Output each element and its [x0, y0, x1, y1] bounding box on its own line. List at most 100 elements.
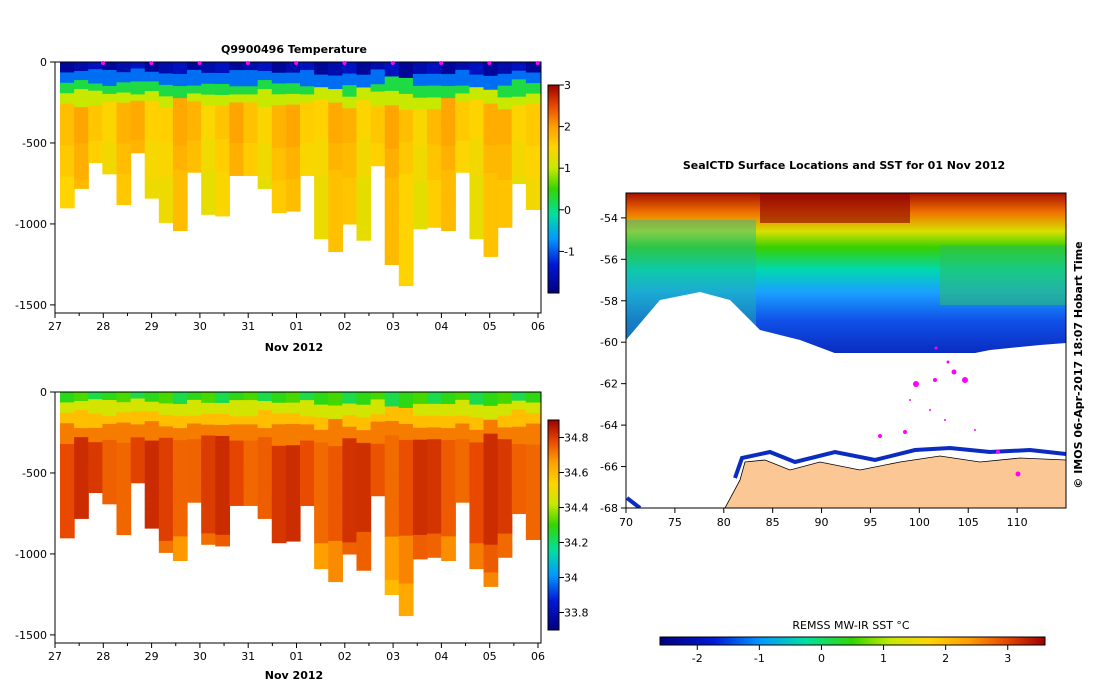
profile-column: [483, 62, 499, 257]
profile-cell: [370, 473, 386, 482]
profile-cell: [525, 434, 541, 446]
profile-cell: [356, 417, 372, 431]
profile-column: [384, 62, 400, 266]
profile-cell: [187, 124, 202, 134]
profile-cell: [201, 192, 216, 204]
surface-marker: [101, 61, 105, 65]
profile-cell: [427, 62, 442, 75]
profile-cell: [384, 62, 400, 78]
profile-cell: [187, 447, 202, 456]
profile-cell: [398, 471, 414, 489]
profile-column: [116, 62, 132, 206]
profile-cell: [271, 158, 287, 171]
profile-cell: [215, 501, 231, 514]
profile-cell: [229, 392, 245, 401]
profile-cell: [74, 161, 89, 171]
profile-cell: [412, 511, 428, 524]
profile-cell: [314, 200, 329, 214]
profile-cell: [271, 521, 287, 533]
colorbar-tick-label: 1: [880, 652, 887, 665]
profile-column: [201, 62, 216, 215]
y-tick-label: -66: [600, 461, 618, 474]
profile-cell: [328, 540, 343, 555]
profile-cell: [88, 140, 103, 149]
profile-column: [144, 62, 160, 199]
profile-cell: [427, 486, 442, 499]
profile-cell: [60, 82, 75, 94]
profile-cell: [243, 392, 259, 401]
profile-cell: [342, 131, 358, 144]
profile-cell: [229, 456, 245, 466]
profile-cell: [384, 449, 400, 465]
profile-cell: [384, 163, 400, 179]
profile-cell: [172, 428, 188, 441]
profile-cell: [525, 518, 541, 530]
profile-cell: [102, 133, 118, 143]
profile-column: [328, 62, 343, 253]
profile-cell: [116, 112, 132, 124]
location-marker: [913, 381, 919, 387]
profile-cell: [158, 449, 174, 462]
x-tick-label: 06: [531, 650, 545, 663]
temperature-title: Q9900496 Temperature: [221, 43, 367, 56]
profile-cell: [497, 203, 513, 216]
profile-cell: [412, 121, 428, 135]
profile-cell: [342, 73, 358, 86]
profile-cell: [314, 188, 329, 202]
profile-cell: [300, 118, 315, 128]
profile-cell: [285, 455, 301, 468]
profile-cell: [314, 74, 329, 88]
profile-cell: [427, 109, 442, 122]
profile-cell: [314, 392, 329, 406]
profile-column: [441, 62, 456, 232]
profile-cell: [427, 498, 442, 511]
profile-cell: [412, 216, 428, 230]
profile-cell: [511, 452, 527, 463]
profile-column: [144, 392, 160, 529]
profile-cell: [201, 468, 216, 480]
profile-cell: [116, 123, 132, 134]
profile-cell: [300, 102, 315, 112]
profile-cell: [441, 404, 456, 417]
profile-cell: [314, 162, 329, 177]
profile-cell: [412, 415, 428, 429]
profile-cell: [398, 599, 414, 617]
profile-cell: [88, 427, 103, 436]
profile-cell: [483, 200, 499, 216]
profile-cell: [144, 479, 160, 490]
profile-column: [427, 62, 442, 228]
temperature-heatmap: [60, 62, 541, 287]
salinity-colorbar-ticks: 34.8 34.6 34.4 34.2 34 33.8: [559, 432, 589, 620]
profile-cell: [201, 402, 216, 415]
profile-cell: [328, 527, 343, 542]
profile-cell: [328, 210, 343, 225]
profile-cell: [370, 76, 386, 85]
profile-cell: [229, 472, 245, 482]
profile-cell: [158, 517, 174, 531]
profile-cell: [328, 459, 343, 474]
profile-cell: [370, 421, 386, 430]
profile-cell: [469, 555, 485, 570]
profile-cell: [314, 125, 329, 139]
profile-cell: [243, 408, 259, 417]
profile-cell: [342, 472, 358, 486]
profile-cell: [60, 186, 75, 198]
profile-cell: [328, 554, 343, 569]
profile-cell: [74, 410, 89, 420]
profile-column: [469, 62, 485, 240]
profile-column: [300, 62, 315, 176]
profile-cell: [285, 402, 301, 414]
profile-cell: [412, 523, 428, 536]
profile-cell: [511, 174, 527, 185]
profile-cell: [102, 69, 118, 79]
profile-column: [201, 392, 216, 545]
profile-column: [525, 392, 541, 540]
profile-cell: [356, 227, 372, 241]
profile-cell: [370, 480, 386, 489]
profile-cell: [116, 463, 132, 475]
profile-cell: [342, 438, 358, 451]
profile-column: [342, 392, 358, 555]
profile-cell: [455, 478, 471, 487]
profile-cell: [497, 156, 513, 169]
